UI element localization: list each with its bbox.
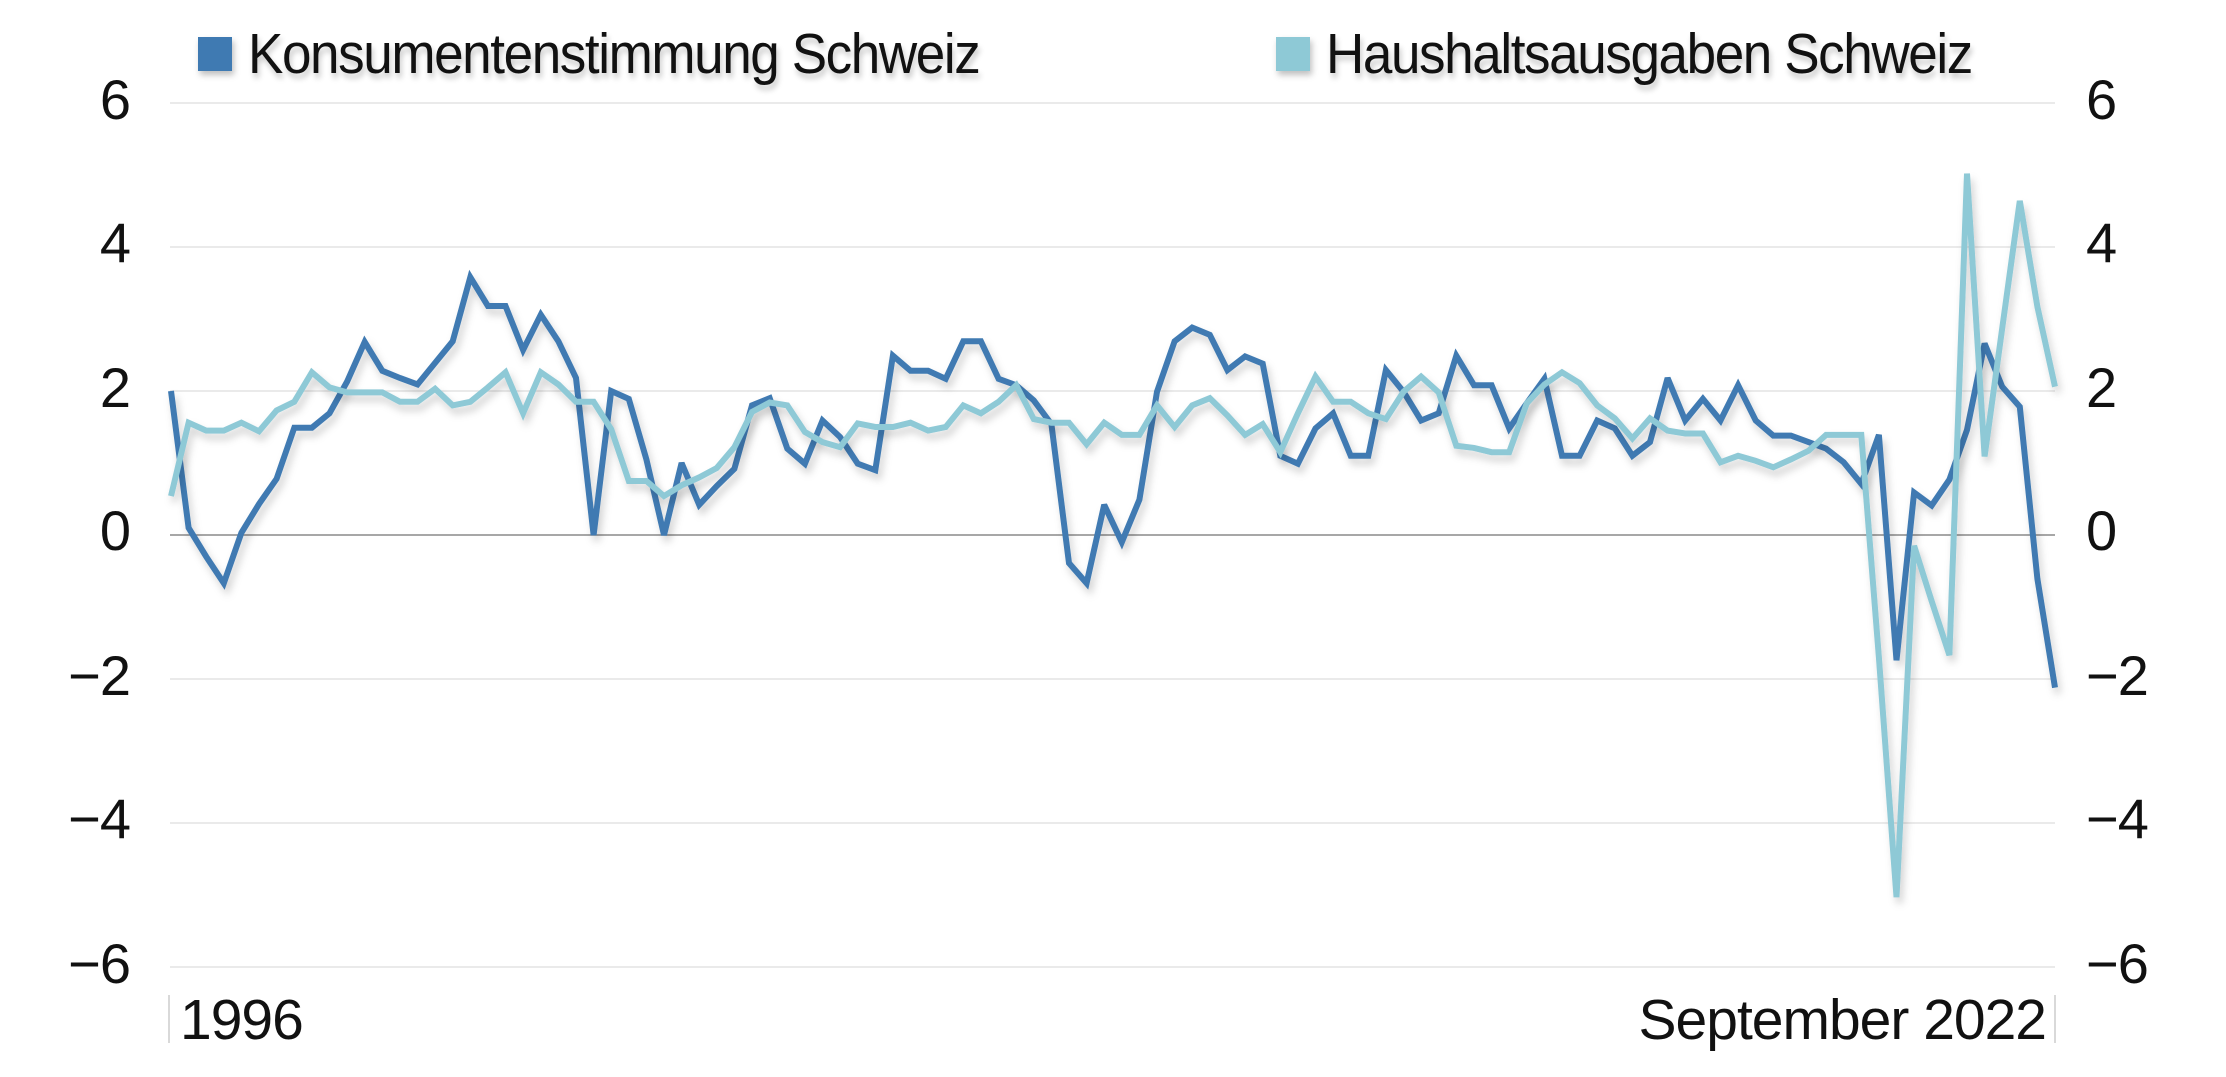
gridlines xyxy=(170,102,2055,968)
y-tick-label: 6 xyxy=(99,68,131,131)
x-axis-tick-end xyxy=(2054,995,2056,1043)
series-line-konsumentenstimmung xyxy=(168,269,2058,689)
series-lines xyxy=(168,173,2058,898)
legend-swatch-light-blue xyxy=(1276,37,1310,71)
y-tick-label: 2 xyxy=(99,356,131,419)
legend-item-haushaltsausgaben: Haushaltsausgaben Schweiz xyxy=(1276,22,2020,86)
y-tick-label: −4 xyxy=(68,787,131,850)
y-tick-label: 6 xyxy=(2086,68,2117,131)
x-axis-start-label: 1996 xyxy=(180,988,304,1052)
y-tick-label: −6 xyxy=(2086,932,2149,995)
x-axis-tick-start xyxy=(168,995,170,1043)
legend-label: Konsumentenstimmung Schweiz xyxy=(248,22,981,86)
legend-label: Haushaltsausgaben Schweiz xyxy=(1326,22,1973,86)
legend-item-konsumentenstimmung: Konsumentenstimmung Schweiz xyxy=(198,22,1034,86)
series-line-haushaltsausgaben xyxy=(168,173,2058,898)
x-axis-end-label: September 2022 xyxy=(1638,988,2047,1052)
y-tick-label: −2 xyxy=(68,644,131,707)
y-tick-label: −4 xyxy=(2086,787,2149,850)
y-tick-label: −2 xyxy=(2086,644,2149,707)
y-tick-label: 4 xyxy=(99,211,131,274)
y-tick-label: 4 xyxy=(2086,211,2117,274)
y-tick-label: −6 xyxy=(68,932,131,995)
y-tick-label: 0 xyxy=(99,499,131,562)
y-tick-label: 0 xyxy=(2086,499,2117,562)
legend-swatch-dark-blue xyxy=(198,37,232,71)
y-tick-label: 2 xyxy=(2086,356,2117,419)
